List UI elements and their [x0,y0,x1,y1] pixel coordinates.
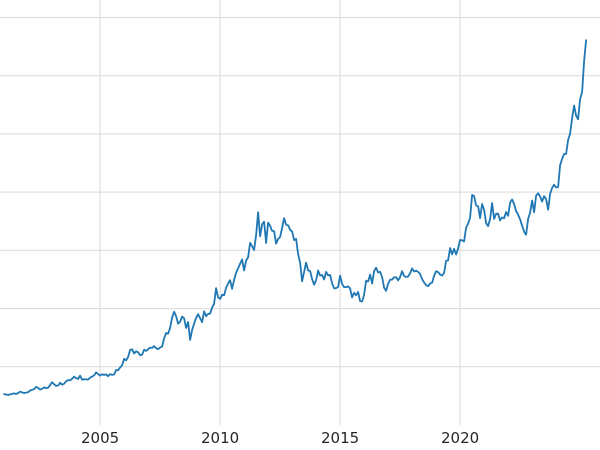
x-tick-label: 2005 [81,429,119,447]
x-tick-label: 2020 [441,429,479,447]
price-series-line [3,39,587,396]
x-tick-label: 2010 [201,429,239,447]
x-tick-label: 2015 [321,429,359,447]
